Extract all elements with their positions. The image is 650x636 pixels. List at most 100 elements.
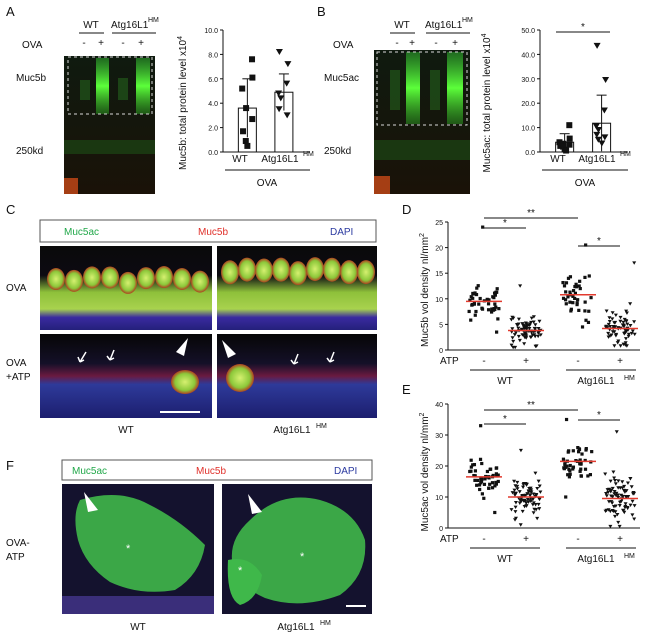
data-point	[622, 510, 627, 515]
data-point	[525, 492, 530, 496]
data-point	[608, 479, 613, 483]
data-point	[571, 294, 575, 298]
data-point	[575, 302, 579, 307]
data-point	[586, 474, 590, 478]
data-point	[561, 296, 566, 300]
data-point	[522, 324, 527, 328]
data-point	[622, 317, 627, 322]
data-point	[533, 503, 538, 507]
goblet-cell	[340, 260, 358, 285]
data-point	[519, 327, 524, 332]
data-point	[536, 479, 541, 484]
arrow-icon	[326, 351, 335, 363]
data-point	[493, 510, 497, 515]
data-point	[604, 494, 609, 498]
goblet-cell	[221, 260, 239, 285]
data-point	[623, 343, 628, 347]
blot-b-band-lane4	[447, 52, 463, 124]
data-point	[564, 281, 569, 285]
data-point	[571, 289, 576, 293]
panel-c-col-hm: HM	[316, 423, 327, 430]
panel-f-col-atg: Atg16L1	[277, 622, 315, 633]
data-point	[628, 503, 633, 507]
data-point	[275, 48, 283, 55]
data-point	[589, 296, 593, 300]
panel-c-legend-muc5b: Muc5b	[198, 227, 228, 238]
data-point	[562, 284, 567, 288]
data-point	[593, 42, 601, 49]
data-point	[575, 301, 579, 305]
significance-star: *	[597, 410, 601, 421]
data-point	[512, 333, 517, 337]
data-point	[481, 225, 485, 229]
data-point	[610, 486, 615, 491]
data-point	[629, 485, 634, 489]
data-point	[606, 322, 611, 327]
data-point	[577, 450, 581, 454]
blot-a-band-lane4	[136, 58, 150, 114]
data-point	[608, 334, 613, 338]
y-tick-label: 50.0	[521, 28, 535, 35]
micrograph-f-hm-mucus	[231, 497, 366, 604]
data-point	[490, 310, 494, 314]
blot-a-lane-3: -	[121, 38, 124, 49]
data-point	[529, 488, 534, 492]
data-point	[607, 316, 612, 320]
data-point	[487, 298, 491, 302]
data-point	[626, 332, 631, 337]
data-point	[617, 524, 622, 529]
data-point	[625, 506, 630, 511]
data-point	[584, 447, 588, 451]
data-point	[482, 482, 487, 486]
y-tick-label: 10.0	[521, 126, 535, 133]
data-point	[472, 462, 477, 467]
data-point	[283, 80, 291, 87]
data-point	[583, 458, 587, 463]
data-point	[529, 330, 534, 335]
data-point	[610, 317, 615, 321]
data-point	[472, 301, 477, 305]
blot-a-ova-label: OVA	[22, 40, 43, 51]
data-point	[615, 341, 620, 345]
panel-letter-d: D	[402, 202, 411, 217]
data-point	[632, 320, 637, 324]
data-point	[623, 341, 628, 345]
data-point	[537, 484, 542, 488]
data-point	[468, 298, 472, 302]
data-point	[612, 492, 617, 496]
data-point	[537, 507, 542, 511]
micrograph-f-asterisk-2: *	[300, 551, 305, 563]
data-point	[483, 477, 487, 481]
data-point	[622, 484, 627, 489]
data-point	[566, 135, 573, 142]
arrow-icon	[77, 351, 87, 363]
data-point	[515, 487, 520, 491]
data-point	[578, 469, 582, 473]
data-point	[625, 322, 630, 327]
data-point	[598, 140, 606, 147]
data-point	[594, 136, 602, 143]
data-point	[536, 502, 541, 507]
panel-f-col-hm: HM	[320, 620, 331, 627]
y-tick-label: 0.0	[208, 150, 218, 157]
y-tick-label: 10	[435, 495, 443, 502]
data-point	[512, 491, 517, 496]
data-point	[619, 493, 624, 498]
blot-a-ladder	[64, 178, 78, 194]
goblet-cell	[272, 257, 290, 282]
data-point	[587, 274, 591, 278]
arrowhead-icon	[222, 340, 236, 358]
data-point	[621, 320, 626, 325]
panel-f-legend-box	[61, 459, 373, 481]
data-point	[474, 309, 478, 314]
data-point	[604, 491, 609, 496]
data-point	[613, 313, 618, 318]
data-point	[616, 520, 621, 525]
data-point	[537, 497, 542, 502]
data-point	[630, 499, 635, 504]
data-point	[537, 319, 542, 324]
data-point	[623, 337, 628, 341]
y-tick-label: 30.0	[521, 77, 535, 84]
data-point	[614, 491, 619, 496]
data-point	[561, 280, 565, 285]
